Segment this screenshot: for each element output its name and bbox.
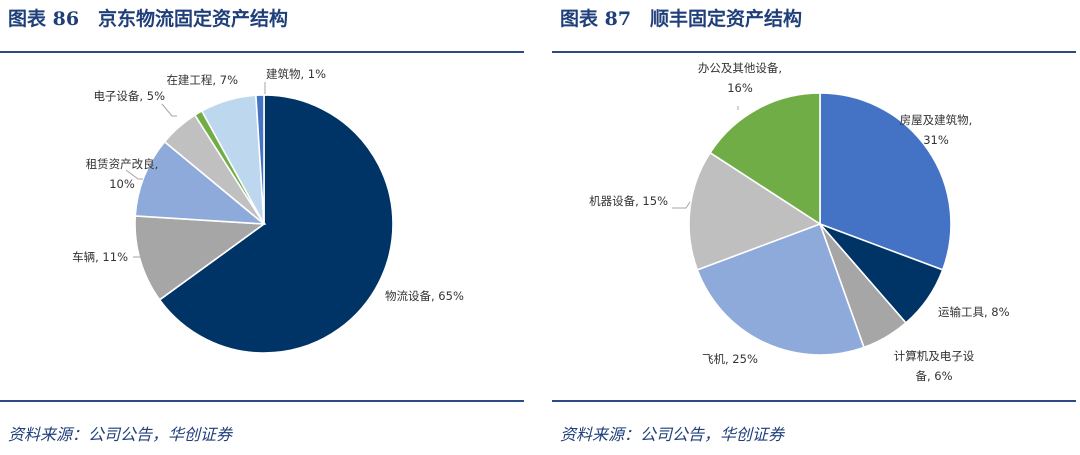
pie-slice: [255, 94, 265, 225]
slice-label: 机器设备, 15%: [589, 194, 668, 208]
slice-label: 房屋及建筑物, 31%: [900, 113, 973, 147]
pie-slice: [708, 92, 821, 226]
source-divider: [0, 400, 524, 402]
slice-label: 电子设备, 5%: [93, 89, 165, 103]
slice-label: 计算机及电子设备, 6%: [894, 349, 975, 383]
pie-slice: [158, 94, 394, 354]
slice-label: 租赁资产改良, 10%: [86, 157, 159, 191]
source-note: 资料来源：公司公告，华创证券: [8, 425, 233, 444]
slice-label: 车辆, 11%: [72, 250, 128, 264]
leader-line: [161, 103, 177, 117]
slice-label: 运输工具, 8%: [938, 305, 1010, 319]
title-divider: [552, 51, 1076, 53]
chart-panel-jd-logistics: 图表 86 京东物流固定资产结构 物流设备, 65% 车辆, 11% 租赁资产改良,…: [0, 0, 528, 455]
source-note: 资料来源：公司公告，华创证券: [560, 425, 785, 444]
slice-label: 在建工程, 7%: [166, 73, 238, 87]
pie-slice: [688, 151, 822, 271]
chart-title: 图表 87 顺丰固定资产结构: [560, 8, 803, 30]
leader-line: [672, 201, 691, 209]
slice-label: 建筑物, 1%: [266, 67, 326, 81]
slice-label: 物流设备, 65%: [385, 289, 464, 303]
chart-panel-sf-express: 图表 87 顺丰固定资产结构 房屋及建筑物, 31% 运输工具, 8% 计算机及电子设…: [552, 0, 1080, 455]
pie-slice: [819, 92, 952, 271]
chart-title: 图表 86 京东物流固定资产结构: [8, 8, 289, 30]
pie-slice: [134, 140, 267, 225]
source-divider: [552, 400, 1076, 402]
pie-chart-sf-express: 房屋及建筑物, 31% 运输工具, 8% 计算机及电子设备, 6% 飞机, 25% 机器设…: [589, 61, 1010, 383]
pie-slice: [696, 222, 865, 356]
leader-line: [125, 169, 143, 180]
slice-label: 办公及其他设备, 16%: [698, 61, 782, 95]
slice-label: 飞机, 25%: [702, 352, 758, 366]
pie-slice: [134, 215, 267, 301]
pie-chart-jd-logistics: 物流设备, 65% 车辆, 11% 租赁资产改良, 10% 电子设备, 5%在建工程, …: [72, 67, 464, 354]
title-divider: [0, 51, 524, 53]
